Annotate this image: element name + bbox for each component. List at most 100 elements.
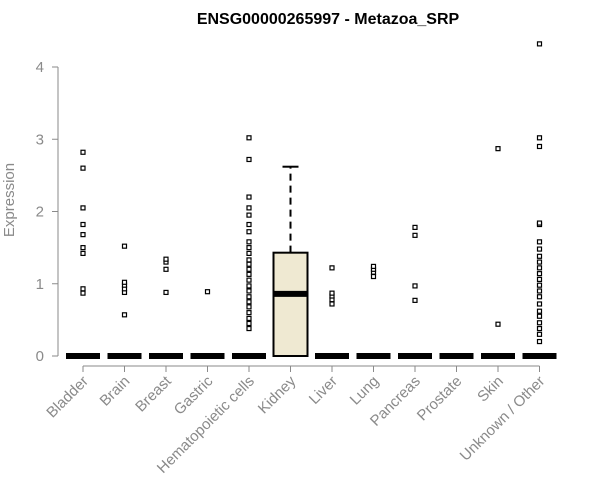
outlier-point <box>246 288 252 294</box>
x-tick-label: Brain <box>97 373 134 410</box>
box <box>272 251 309 357</box>
category-group <box>522 41 557 359</box>
outlier-point <box>536 135 543 141</box>
outlier-point <box>536 143 543 150</box>
outlier-point <box>246 221 252 228</box>
category-group <box>232 135 266 359</box>
outlier-point <box>246 304 252 310</box>
outlier-point <box>412 232 418 238</box>
outlier-point <box>163 266 169 272</box>
y-tick-label: 3 <box>36 131 44 148</box>
outlier-point <box>246 277 252 283</box>
outlier-point <box>246 250 252 257</box>
outlier-point <box>246 315 252 322</box>
outlier-point <box>536 320 543 326</box>
outlier-point <box>329 301 335 307</box>
outlier-point <box>246 320 252 327</box>
outlier-point <box>121 312 128 318</box>
x-tick-label: Skin <box>474 373 507 406</box>
category-group <box>149 256 183 359</box>
outlier-point <box>246 271 252 277</box>
outlier-point <box>80 290 86 296</box>
y-tick-label: 1 <box>36 276 44 293</box>
outlier-point <box>536 308 543 314</box>
outlier-point <box>246 205 252 211</box>
outlier-point <box>246 261 252 267</box>
outlier-point <box>412 297 418 303</box>
outlier-point <box>246 239 252 245</box>
outlier-point <box>80 250 86 257</box>
outlier-point <box>412 283 418 289</box>
outlier-point <box>495 146 501 152</box>
outlier-point <box>246 294 252 300</box>
outlier-point <box>536 253 543 259</box>
outlier-point <box>80 205 86 211</box>
outlier-point <box>536 41 543 47</box>
outlier-point <box>246 212 252 218</box>
outlier-point <box>536 265 543 271</box>
outlier-point <box>370 273 377 280</box>
category-group <box>356 263 391 359</box>
category-group <box>398 224 432 359</box>
outlier-point <box>536 301 543 307</box>
plot-area <box>66 41 557 359</box>
outlier-point <box>80 245 86 251</box>
outlier-point <box>329 290 335 296</box>
outlier-point <box>246 310 252 316</box>
category-group <box>315 265 349 359</box>
x-tick-label: Breast <box>132 372 175 415</box>
outlier-point <box>495 321 501 327</box>
chart-title: ENSG00000265997 - Metazoa_SRP <box>197 11 460 28</box>
outlier-point <box>246 245 252 251</box>
outlier-point <box>246 299 252 305</box>
outlier-point <box>204 289 211 295</box>
y-axis: 0 1 2 3 4 <box>36 59 59 365</box>
outlier-point <box>536 338 543 345</box>
category-group <box>481 146 515 359</box>
outlier-point <box>536 239 543 245</box>
category-group <box>107 243 142 359</box>
outlier-point <box>246 283 252 289</box>
y-tick-label: 2 <box>36 204 44 221</box>
x-tick-label: Liver <box>306 373 341 408</box>
outlier-point <box>80 221 86 228</box>
outlier-point <box>536 246 543 252</box>
x-tick-label: Lung <box>347 373 383 409</box>
category-group <box>66 149 100 359</box>
outlier-point <box>246 194 252 200</box>
outlier-point <box>80 165 86 171</box>
outlier-point <box>163 289 169 296</box>
outlier-point <box>536 220 543 226</box>
outlier-point <box>80 232 86 238</box>
outlier-point <box>412 224 418 230</box>
outlier-point <box>370 263 377 270</box>
outlier-point <box>80 149 86 155</box>
outlier-point <box>536 331 543 337</box>
y-axis-label: Expression <box>1 163 18 237</box>
outlier-point <box>536 294 543 300</box>
outlier-point <box>246 325 252 332</box>
outlier-point <box>246 266 252 272</box>
outlier-point <box>246 257 252 263</box>
category-group <box>272 165 309 357</box>
outlier-point <box>536 271 543 277</box>
outlier-point <box>536 288 543 294</box>
y-tick-label: 4 <box>36 59 44 76</box>
outlier-point <box>246 135 252 141</box>
outlier-point <box>536 325 543 332</box>
y-tick-label: 0 <box>36 348 44 365</box>
outlier-point <box>163 256 169 262</box>
outlier-point <box>536 313 543 319</box>
outlier-point <box>536 259 543 265</box>
outlier-point <box>246 229 252 235</box>
outlier-point <box>80 286 86 292</box>
outlier-point <box>536 282 543 288</box>
outlier-point <box>329 265 335 271</box>
category-group <box>190 289 225 359</box>
x-tick-label: Prostate <box>414 373 466 425</box>
outlier-point <box>121 279 128 285</box>
x-tick-label: Bladder <box>43 373 92 422</box>
